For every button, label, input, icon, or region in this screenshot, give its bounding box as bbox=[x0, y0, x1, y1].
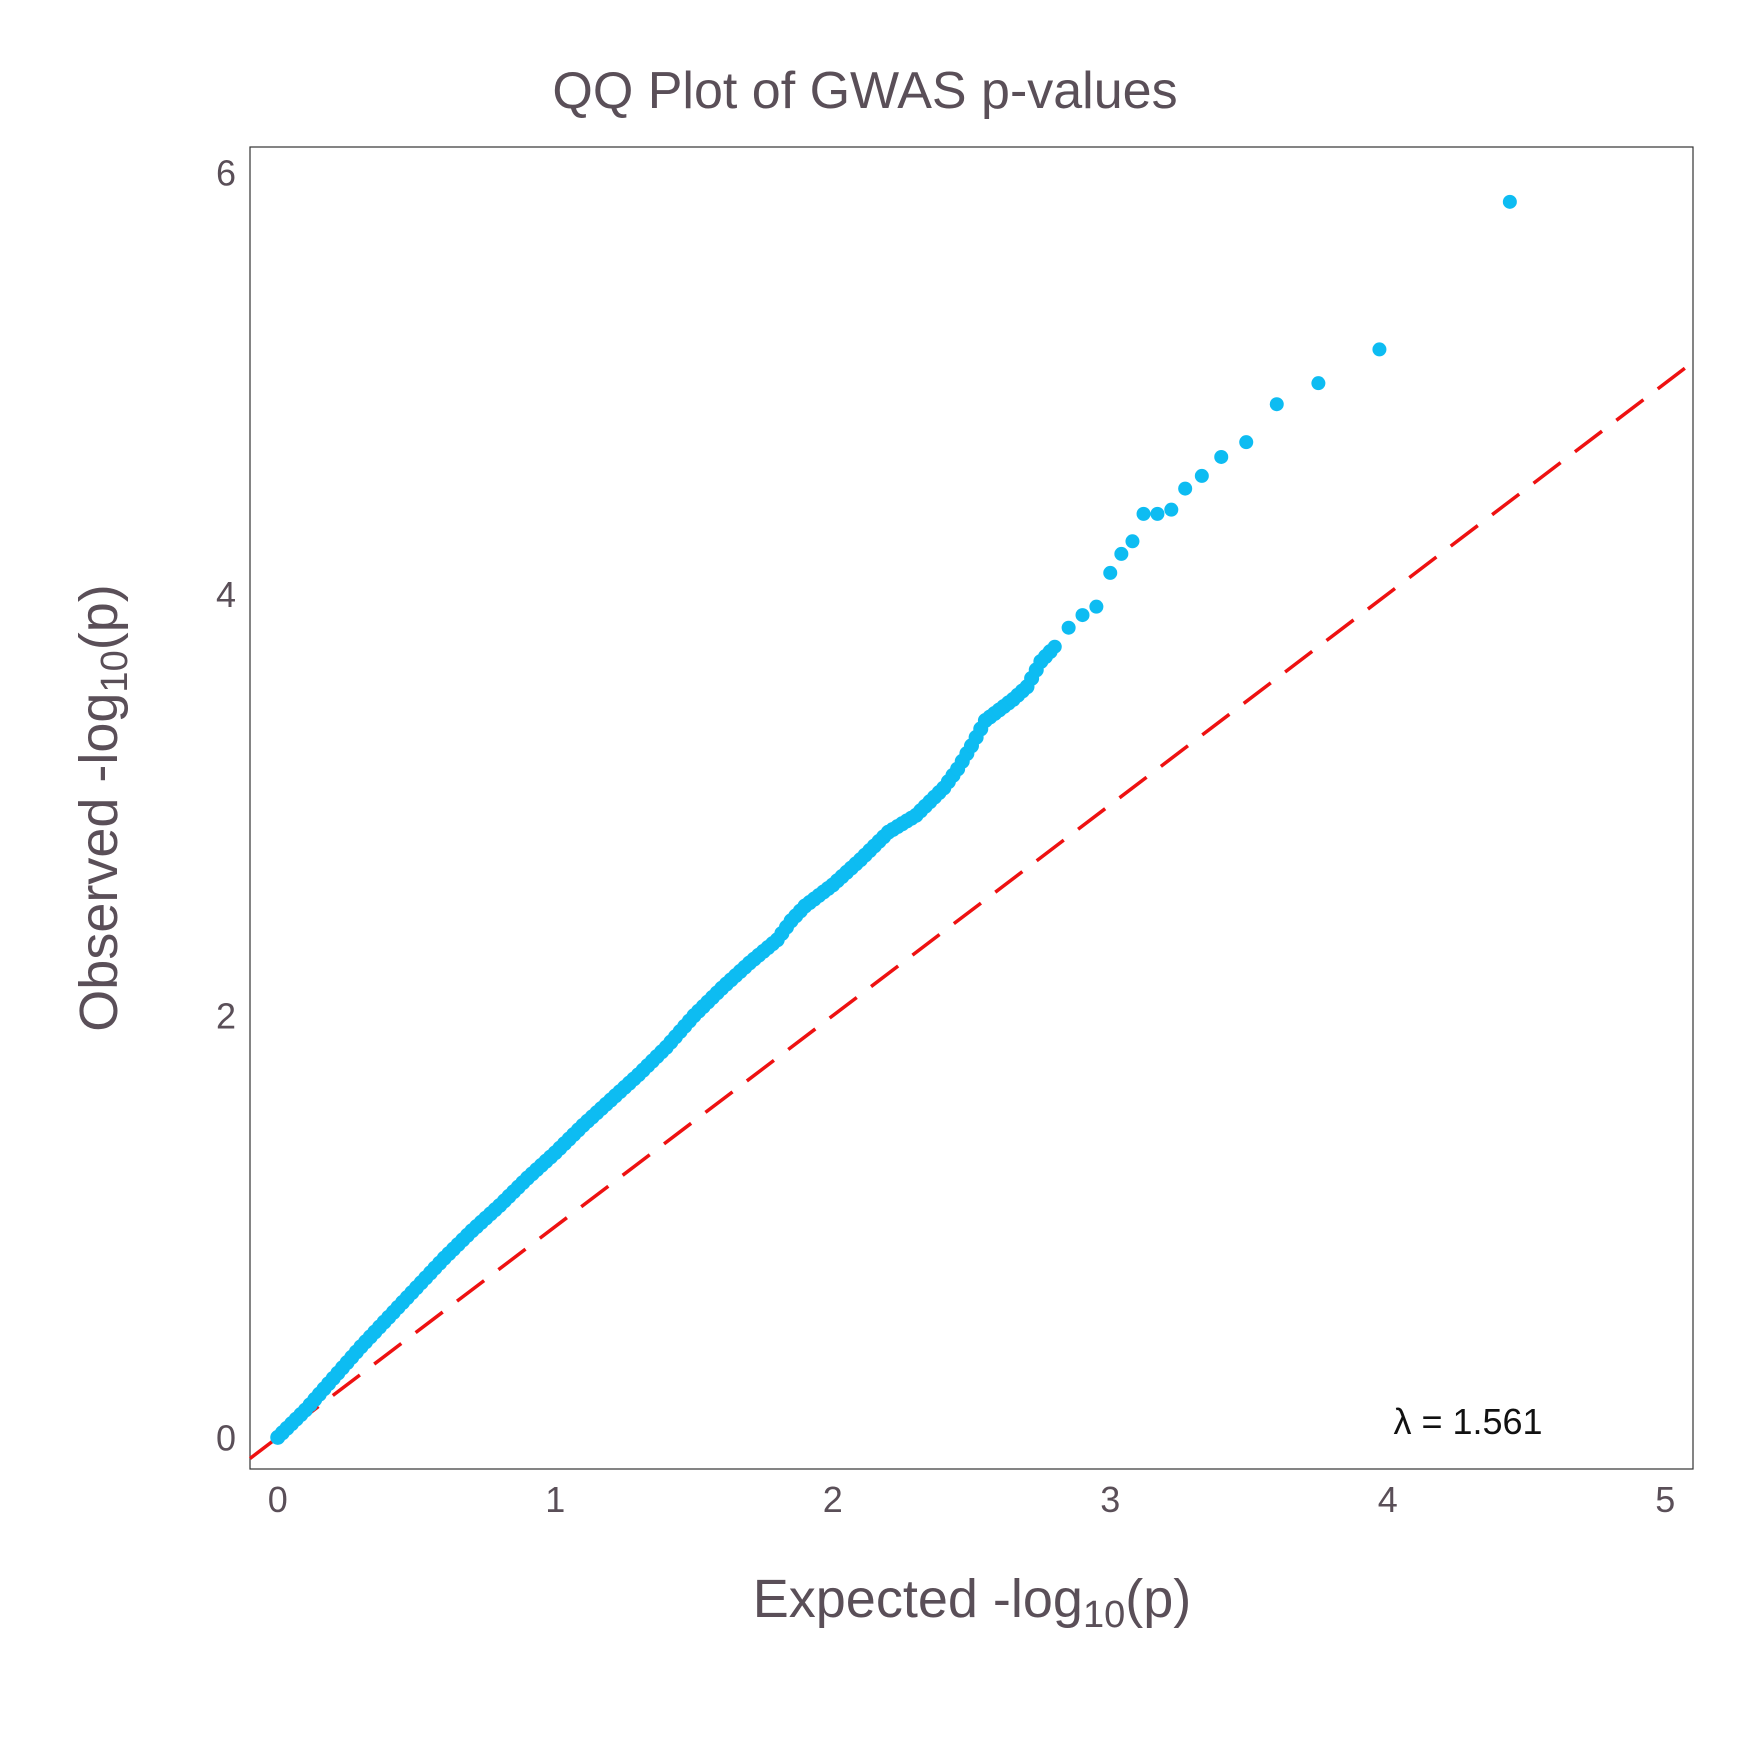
x-axis-title-prefix: Expected -log bbox=[753, 1569, 1083, 1629]
y-axis-title-prefix: Observed -log bbox=[69, 693, 129, 1032]
x-axis-title-subscript: 10 bbox=[1083, 1594, 1125, 1636]
y-axis-title: Observed -log10(p) bbox=[69, 584, 136, 1031]
data-point bbox=[659, 1040, 674, 1055]
data-point bbox=[742, 955, 757, 970]
data-point bbox=[992, 702, 1007, 717]
data-point bbox=[1089, 599, 1104, 614]
data-point bbox=[1125, 534, 1140, 549]
x-tick-label: 3 bbox=[1100, 1479, 1120, 1520]
data-point bbox=[437, 1251, 452, 1266]
data-point bbox=[1214, 449, 1229, 464]
data-point bbox=[1372, 342, 1387, 357]
data-point bbox=[1164, 502, 1179, 517]
x-tick-label: 1 bbox=[545, 1479, 565, 1520]
y-tick-label: 2 bbox=[216, 996, 236, 1037]
y-tick-label: 4 bbox=[216, 574, 236, 615]
data-point bbox=[1178, 481, 1193, 496]
plot-panel bbox=[249, 146, 1694, 1470]
data-point bbox=[1103, 565, 1118, 580]
data-point bbox=[1136, 506, 1151, 521]
data-point bbox=[1020, 679, 1034, 694]
data-point bbox=[1269, 397, 1284, 412]
data-point bbox=[978, 713, 993, 728]
data-point bbox=[825, 877, 840, 892]
x-tick-label: 0 bbox=[268, 1479, 288, 1520]
data-point bbox=[603, 1093, 618, 1108]
x-tick-label: 2 bbox=[823, 1479, 843, 1520]
data-point bbox=[687, 1008, 701, 1023]
data-point bbox=[270, 1430, 285, 1445]
data-point bbox=[1114, 546, 1129, 561]
x-tick-label: 5 bbox=[1655, 1479, 1675, 1520]
data-point bbox=[1006, 692, 1021, 707]
reference-line bbox=[248, 360, 1695, 1460]
reference-line-layer bbox=[248, 360, 1695, 1460]
data-point bbox=[409, 1280, 424, 1295]
y-axis-title-subscript: 10 bbox=[94, 650, 136, 692]
chart-title: QQ Plot of GWAS p-values bbox=[552, 62, 1177, 120]
data-point bbox=[798, 899, 812, 914]
x-axis-title: Expected -log10(p) bbox=[753, 1569, 1191, 1636]
points-layer bbox=[270, 194, 1517, 1445]
data-point bbox=[1194, 468, 1209, 483]
x-axis-ticks: 0 1 2 3 4 5 bbox=[268, 1479, 1676, 1520]
data-point bbox=[909, 808, 923, 823]
lambda-annotation: λ = 1.561 bbox=[1393, 1401, 1542, 1442]
data-point bbox=[520, 1171, 535, 1186]
y-axis-title-suffix: (p) bbox=[69, 584, 129, 650]
data-point bbox=[784, 913, 799, 928]
data-point bbox=[964, 738, 979, 753]
data-point bbox=[1047, 639, 1062, 654]
data-point bbox=[1061, 620, 1076, 635]
data-point bbox=[714, 981, 729, 996]
data-point bbox=[1150, 506, 1165, 521]
data-point bbox=[936, 780, 951, 795]
data-point bbox=[354, 1339, 368, 1354]
data-point bbox=[1033, 654, 1048, 669]
y-tick-label: 0 bbox=[216, 1417, 236, 1458]
data-point bbox=[1239, 435, 1254, 450]
y-tick-label: 6 bbox=[216, 152, 236, 193]
data-point bbox=[381, 1310, 396, 1325]
data-point bbox=[465, 1223, 479, 1238]
x-tick-label: 4 bbox=[1378, 1479, 1398, 1520]
data-point bbox=[853, 852, 868, 867]
data-point bbox=[576, 1118, 590, 1133]
data-point bbox=[1075, 608, 1090, 623]
data-point bbox=[298, 1402, 313, 1417]
data-point bbox=[548, 1145, 563, 1160]
y-axis-ticks: 0 2 4 6 bbox=[216, 152, 236, 1458]
data-point bbox=[492, 1198, 507, 1213]
data-point bbox=[770, 932, 785, 947]
data-point bbox=[631, 1067, 646, 1082]
data-point bbox=[326, 1371, 341, 1386]
data-point bbox=[1502, 194, 1517, 209]
data-point bbox=[1311, 376, 1326, 391]
data-point bbox=[881, 825, 896, 840]
data-point bbox=[950, 761, 965, 776]
x-axis-title-suffix: (p) bbox=[1125, 1569, 1191, 1629]
